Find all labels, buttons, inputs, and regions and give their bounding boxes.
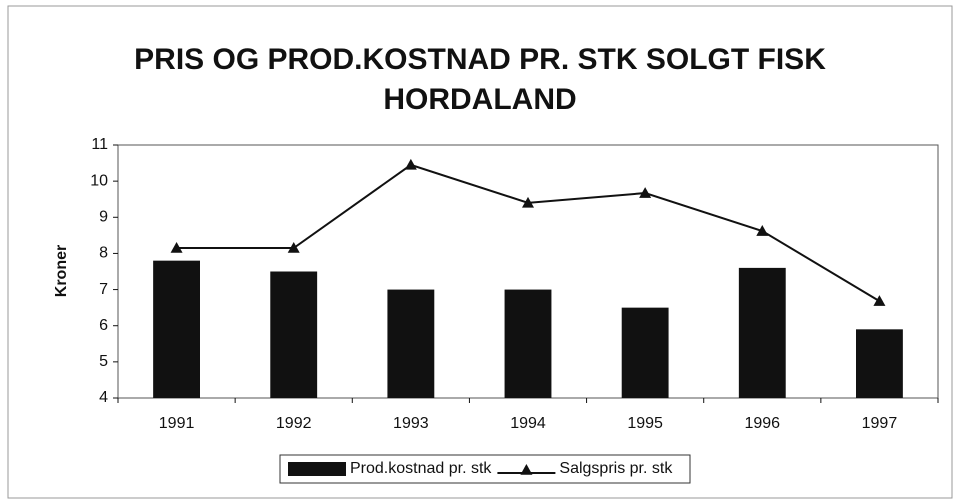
bar <box>270 271 318 398</box>
legend-label: Prod.kostnad pr. stk <box>350 460 492 477</box>
y-tick-label: 4 <box>99 389 108 406</box>
marker <box>873 295 886 306</box>
y-tick-label: 11 <box>91 136 108 153</box>
y-tick-label: 5 <box>99 353 108 370</box>
x-tick-label: 1997 <box>862 415 898 432</box>
x-tick-label: 1995 <box>627 415 663 432</box>
legend-box <box>279 454 691 484</box>
marker <box>756 225 769 236</box>
marker <box>170 242 183 253</box>
x-tick-label: 1996 <box>744 415 780 432</box>
bar <box>153 260 200 398</box>
x-tick-label: 1993 <box>393 415 429 432</box>
marker <box>287 242 300 253</box>
legend-swatch <box>288 462 346 476</box>
y-tick-label: 10 <box>90 172 108 189</box>
bar <box>856 329 903 398</box>
bar <box>621 307 669 398</box>
marker <box>404 158 417 170</box>
bar <box>387 289 435 398</box>
x-tick-label: 1994 <box>510 415 546 432</box>
chart-frame <box>7 5 953 499</box>
chart-title: PRIS OG PROD.KOSTNAD PR. STK SOLGT FISK … <box>134 43 826 116</box>
bar <box>504 289 552 398</box>
y-tick-label: 7 <box>99 281 108 298</box>
y-axis-label: Kroner <box>53 245 70 297</box>
x-tick-label: 1992 <box>276 415 312 432</box>
legend-marker <box>520 464 533 475</box>
marker <box>639 187 652 198</box>
legend-label: Salgspris pr. stk <box>559 460 673 477</box>
y-tick-label: 9 <box>99 209 108 226</box>
y-tick-label: 8 <box>99 245 108 262</box>
y-tick-label: 6 <box>99 317 108 334</box>
marker <box>522 196 534 208</box>
bar <box>738 267 786 398</box>
x-tick-label: 1991 <box>159 415 195 432</box>
